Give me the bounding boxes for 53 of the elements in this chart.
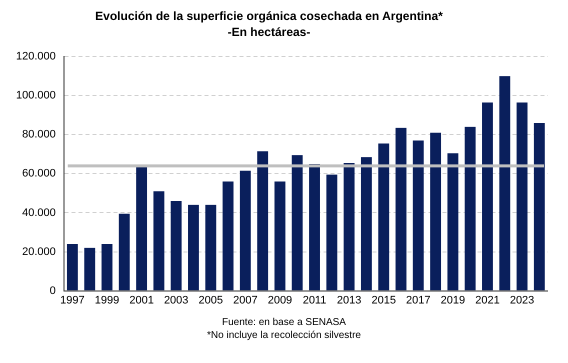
chart-title: Evolución de la superficie orgánica cosechada en Argentina* [94,8,444,24]
bar [66,244,78,290]
bar [430,132,442,290]
bar [499,76,510,290]
bar [344,162,355,290]
bar [170,201,182,290]
bar [153,191,164,290]
x-tick-label: 1999 [94,294,120,306]
bar [326,174,338,290]
x-tick-label: 2023 [510,294,534,306]
bar [222,182,234,290]
text: *No incluye la recolección silvestre [206,329,362,342]
x-tick-label: 2015 [371,294,396,306]
x-tick-label: 2017 [406,294,431,306]
x-tick-label: 2019 [440,294,466,306]
bar [464,126,476,290]
bar [84,248,96,290]
bar [136,166,148,290]
bar [378,143,390,290]
x-tick-label: 2005 [198,294,224,306]
bar [257,151,268,290]
y-tick-label: 120.000 [16,50,56,63]
bar [188,204,199,290]
x-tick-label: 1997 [60,294,85,306]
x-tick-label: 2011 [302,294,326,306]
bar [240,170,251,290]
bar [482,102,493,290]
bar [396,128,406,290]
y-tick-label: 60.000 [22,168,56,180]
y-tick-label: 20.000 [22,246,56,258]
source-note: Fuente: en base a SENASA [221,316,347,329]
bar [292,155,303,290]
y-tick-label: 80.000 [22,128,56,141]
bar [102,244,112,290]
bar [534,122,545,290]
bar [274,182,286,290]
x-tick-label: 2013 [336,294,362,306]
y-tick-label: 0 [50,284,56,297]
bar [412,140,424,290]
chart-subtitle: -En hectáreas- [226,24,312,40]
y-tick-label: 100.000 [16,90,56,102]
x-tick-label: 2001 [129,294,154,306]
bar [309,164,320,290]
x-tick-label: 2009 [268,294,292,306]
bar [516,102,528,290]
x-tick-label: 2003 [164,294,188,306]
bar [447,153,458,290]
bar [118,214,130,290]
y-tick-label: 40.000 [22,206,56,219]
bar [205,204,216,290]
x-tick-label: 2007 [233,294,258,306]
bar [360,157,372,290]
x-tick-label: 2021 [475,294,500,306]
